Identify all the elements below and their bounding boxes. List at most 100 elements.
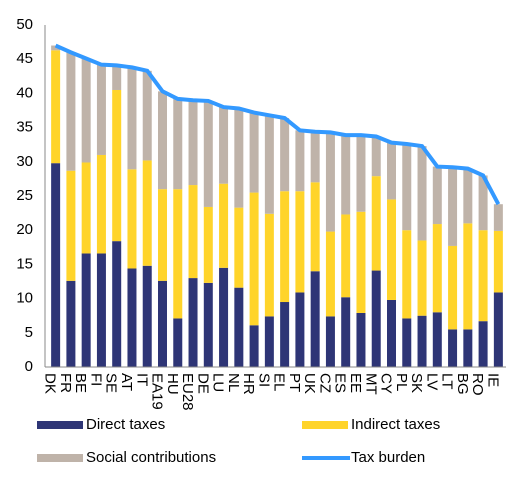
bar-segment — [387, 142, 396, 200]
bar-segment — [234, 207, 244, 288]
bar-segment — [249, 192, 259, 326]
x-tick-label: EU28 — [179, 373, 196, 411]
bar-segment — [295, 292, 305, 367]
bar-segment — [51, 50, 61, 164]
bar-segment — [493, 204, 503, 231]
y-tick-label: 35 — [16, 119, 33, 136]
bar-segment — [158, 189, 167, 281]
bar-segment — [188, 100, 198, 186]
bar-segment — [417, 146, 427, 241]
bar-segment — [127, 169, 137, 269]
bar-segment — [81, 58, 91, 163]
bar-segment — [325, 316, 335, 367]
bar-segment — [295, 191, 305, 293]
bar-segment — [493, 292, 503, 367]
bar-segment — [402, 144, 412, 231]
bar-segment — [310, 131, 320, 183]
x-tick-label: PT — [286, 373, 303, 392]
x-tick-label: PL — [393, 373, 410, 391]
bar-segment — [325, 132, 335, 232]
legend-label: Social contributions — [86, 449, 216, 466]
bar-segment — [81, 162, 91, 254]
legend-label: Indirect taxes — [351, 416, 440, 433]
legend-swatch — [37, 454, 83, 462]
bar-segment — [219, 267, 229, 367]
bar-segment — [448, 245, 458, 330]
bar-segment — [51, 163, 61, 367]
bar-segment — [66, 280, 76, 367]
bar-segment — [341, 214, 351, 298]
bar-segment — [280, 191, 290, 303]
x-tick-label: DK — [42, 373, 59, 394]
bar-segment — [142, 160, 152, 266]
bar-segment — [142, 70, 152, 161]
bar-segment — [325, 231, 335, 317]
bar-segment — [219, 107, 229, 184]
line — [54, 43, 501, 206]
y-tick-label: 30 — [16, 153, 33, 170]
legend-label: Tax burden — [351, 449, 425, 466]
bar-segment — [371, 270, 381, 367]
bar-segment — [356, 135, 366, 212]
bar-segment — [173, 189, 183, 319]
x-tick-label: SE — [103, 373, 120, 393]
y-tick-label: 10 — [16, 290, 33, 307]
bar-segment — [295, 130, 305, 192]
bar-segment — [310, 271, 320, 367]
x-tick-label: UK — [301, 373, 318, 394]
bar-segment — [127, 268, 137, 367]
bar-segment — [264, 316, 274, 367]
bar-segment — [432, 224, 442, 313]
x-tick-label: BE — [72, 373, 89, 393]
bar-segment — [51, 45, 61, 51]
bar-segment — [280, 118, 290, 192]
y-tick-label: 0 — [25, 358, 33, 375]
x-tick-label: EA19 — [149, 373, 166, 410]
bar-segment — [280, 302, 290, 367]
bar-segment — [96, 253, 106, 367]
bar-segment — [463, 329, 473, 367]
y-tick-label: 5 — [25, 324, 33, 341]
bar-segment — [493, 230, 503, 293]
bar-segment — [158, 91, 167, 190]
bar-segment — [249, 112, 259, 193]
bar-segment — [219, 183, 229, 268]
x-tick-label: LT — [439, 373, 456, 389]
x-tick-label: IT — [133, 373, 150, 386]
x-tick-label: CY — [378, 373, 395, 394]
x-tick-label: CZ — [316, 373, 333, 393]
legend-label: Direct taxes — [86, 416, 165, 433]
bar-segment — [188, 185, 198, 279]
bar-segment — [417, 315, 427, 367]
legend-swatch — [302, 421, 348, 429]
bar-segment — [371, 176, 381, 271]
bar-segment — [112, 65, 122, 90]
bar-segment — [234, 108, 244, 208]
x-tick-label: EL — [271, 373, 288, 391]
x-tick-label: BG — [454, 373, 471, 395]
legend-swatch — [37, 421, 83, 429]
bar-segment — [142, 265, 152, 367]
bar-segment — [203, 206, 213, 283]
bar-segment — [356, 211, 366, 313]
y-tick-label: 50 — [16, 16, 33, 33]
x-tick-label: FI — [87, 373, 104, 386]
bar-segment — [463, 168, 473, 224]
bar-segment — [341, 135, 351, 215]
bar-segment — [234, 287, 244, 367]
bar-segment — [387, 199, 396, 300]
bar-segment — [66, 170, 76, 281]
y-tick-label: 15 — [16, 255, 33, 272]
bar-segment — [158, 280, 167, 367]
y-tick-label: 45 — [16, 50, 33, 67]
y-tick-label: 25 — [16, 187, 33, 204]
bar-segment — [417, 240, 427, 316]
bar-segment — [173, 318, 183, 367]
x-tick-label: SI — [255, 373, 272, 387]
bar-segment — [432, 166, 442, 225]
x-tick-label: RO — [469, 373, 486, 396]
bar-segment — [371, 136, 381, 177]
bar-segment — [112, 89, 122, 242]
x-tick-label: LV — [423, 373, 440, 390]
